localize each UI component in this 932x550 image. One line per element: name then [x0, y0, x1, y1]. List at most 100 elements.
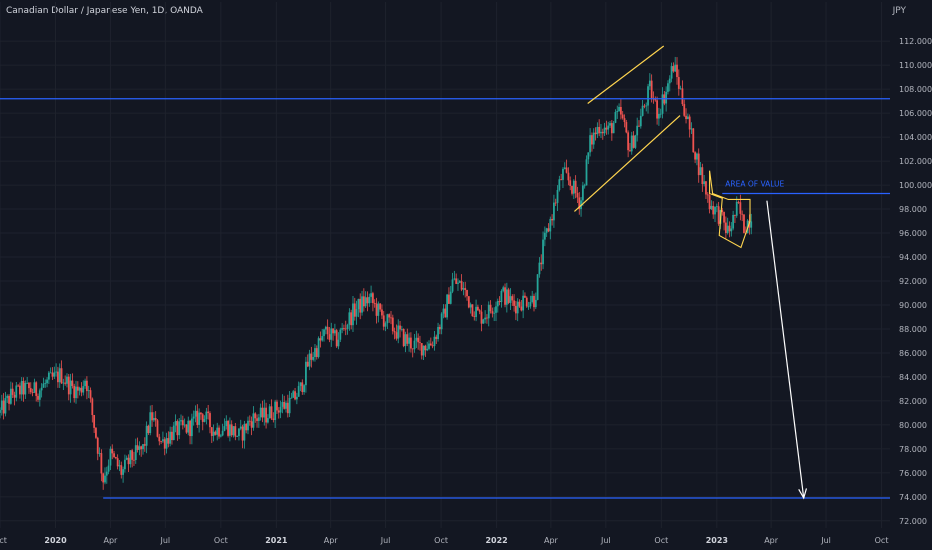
candle-body [274, 401, 277, 420]
candle-body [710, 205, 713, 210]
candle-body [111, 448, 114, 454]
candle-body [715, 206, 718, 208]
candle-body [58, 368, 61, 383]
candle-body [267, 418, 269, 423]
candle-body [17, 385, 20, 387]
candle-body [201, 414, 204, 422]
candle-body [683, 104, 686, 116]
candle-body [230, 424, 233, 436]
candle-body [706, 194, 709, 196]
candle-body [741, 213, 744, 215]
candle-body [466, 290, 468, 297]
candle-body [207, 411, 210, 414]
candle-body [648, 80, 651, 87]
candle-body [486, 317, 488, 319]
candle-body [589, 135, 592, 153]
candle-body [44, 383, 47, 385]
y-tick-label: 112.000 [899, 37, 932, 46]
candle-body [694, 152, 697, 160]
candle-body [2, 400, 5, 414]
candle-body [156, 420, 159, 437]
candle-body [697, 153, 700, 176]
candle-body [78, 387, 81, 391]
candle-body [55, 371, 58, 373]
x-tick-label: Oct [214, 536, 228, 545]
candle-body [243, 423, 246, 441]
candle-body [558, 179, 561, 190]
candle-body [435, 336, 438, 340]
candle-body [9, 388, 12, 404]
projection-arrow [766, 200, 805, 499]
candle-body [223, 426, 226, 431]
candle-body [583, 185, 586, 187]
candle-body [225, 420, 228, 427]
y-tick-label: 78.000 [899, 445, 927, 454]
candle-body [303, 385, 306, 393]
flag-pattern-outline [709, 170, 751, 249]
candle-body [189, 420, 191, 437]
candle-body [553, 202, 555, 221]
candle-body [51, 372, 54, 377]
candle-body [411, 348, 414, 350]
candle-body [721, 210, 724, 213]
candle-body [438, 327, 441, 330]
candle-body [80, 387, 83, 393]
candle-body [209, 413, 211, 428]
candle-body [288, 397, 291, 414]
candle-body [377, 303, 380, 316]
candle-body [154, 417, 157, 421]
candle-body [332, 328, 334, 334]
candle-body [422, 345, 425, 356]
candle-body [276, 401, 278, 411]
x-tick-label: Apr [764, 536, 779, 545]
candle-body [600, 131, 602, 134]
candle-body [89, 390, 92, 399]
candle-body [406, 334, 409, 344]
candle-body [442, 308, 445, 314]
x-tick-label: Oct [0, 536, 7, 545]
candle-body [397, 325, 400, 339]
candle-body [609, 123, 611, 126]
candle-body [634, 135, 637, 148]
candle-body [152, 417, 155, 421]
candle-body [668, 78, 671, 84]
candle-body [203, 419, 206, 422]
candle-body [344, 328, 347, 330]
candle-body [221, 430, 224, 436]
candle-body [270, 406, 273, 419]
candle-body [471, 304, 474, 317]
candle-body [295, 396, 298, 400]
candle-body [19, 385, 21, 395]
candle-body [87, 390, 90, 392]
candle-body [420, 343, 423, 356]
candle-body [64, 382, 67, 384]
candle-body [395, 332, 398, 339]
y-tick-label: 82.000 [899, 397, 927, 406]
candle-body [601, 131, 604, 134]
candle-body [484, 317, 487, 320]
candle-body [696, 153, 698, 160]
candle-body [192, 416, 195, 419]
candle-body [31, 392, 34, 393]
candle-body [93, 415, 96, 428]
projection-arrow-head [798, 488, 808, 500]
candle-body [147, 425, 150, 433]
candle-body [391, 317, 394, 332]
candle-body [478, 310, 481, 312]
candle-body [578, 197, 581, 210]
candle-body [505, 289, 508, 305]
candle-body [650, 80, 653, 99]
candle-body [339, 329, 342, 340]
candle-body [194, 410, 197, 417]
candle-body [319, 338, 322, 341]
candle-body [690, 128, 693, 130]
candle-body [84, 380, 86, 387]
candle-body [629, 150, 631, 152]
candle-body [373, 303, 376, 304]
candle-body [496, 301, 499, 307]
annotation-label: AREA OF VALUE [725, 179, 784, 188]
candle-body [216, 427, 219, 435]
candle-body [386, 314, 389, 324]
candle-body [337, 339, 340, 347]
